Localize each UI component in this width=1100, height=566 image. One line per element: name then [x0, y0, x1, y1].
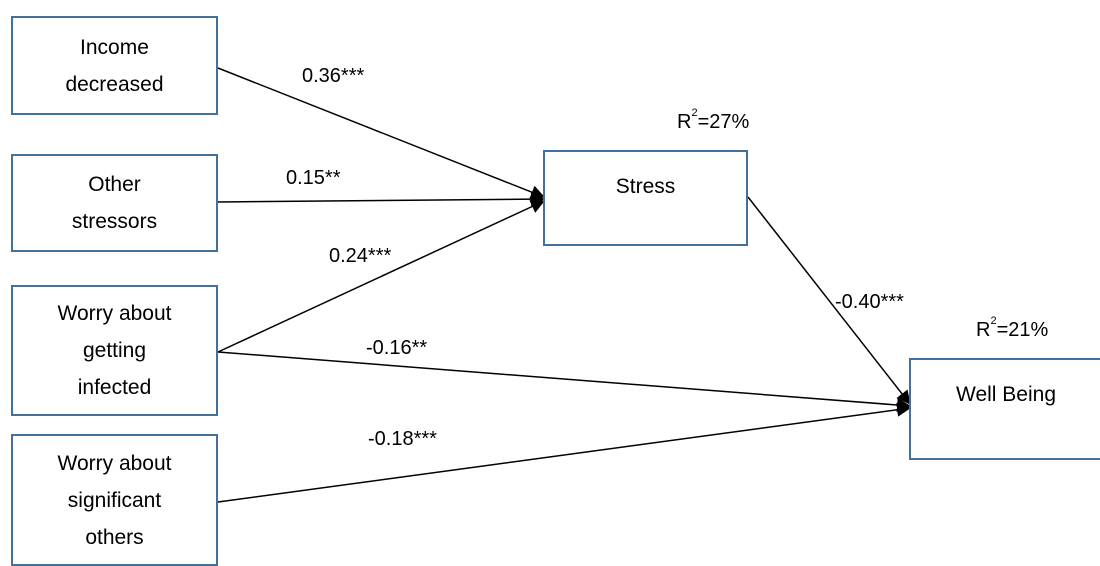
coef-infected-wellbeing: -0.16**	[366, 337, 428, 359]
arrow-stress-to-wellbeing	[747, 196, 911, 405]
node-income-decreased: Income decreased	[11, 16, 218, 115]
coef-stress-wellbeing: -0.40***	[835, 291, 904, 313]
r-squared-stress-value: =27%	[697, 111, 750, 133]
arrow-infected-to-stress	[217, 200, 545, 353]
r-squared-stress-prefix: R	[677, 111, 692, 133]
node-worry-getting-infected: Worry about getting infected	[11, 285, 218, 416]
r-squared-wellbeing-value: =21%	[996, 319, 1049, 341]
coef-income-stress: 0.36***	[302, 65, 365, 87]
r-squared-wellbeing-prefix: R	[976, 319, 991, 341]
coef-others-wellbeing: -0.18***	[368, 428, 437, 450]
arrow-income-to-stress	[217, 67, 545, 199]
r-squared-stress: R2=27%	[677, 107, 750, 137]
r-squared-wellbeing: R2=21%	[976, 315, 1049, 345]
r-squared-stress-sup: 2	[691, 107, 698, 119]
node-worry-significant-others: Worry about significant others	[11, 434, 218, 566]
coef-other-stress: 0.15**	[286, 167, 341, 189]
arrow-infected-to-wellbeing	[217, 351, 911, 412]
coef-infected-stress: 0.24***	[329, 245, 392, 267]
r-squared-wellbeing-sup: 2	[990, 315, 997, 327]
node-well-being: Well Being	[909, 358, 1100, 460]
node-stress: Stress	[543, 150, 748, 246]
arrow-others-to-wellbeing	[217, 402, 911, 503]
node-other-stressors: Other stressors	[11, 154, 218, 252]
arrow-other-to-stress	[217, 192, 545, 207]
